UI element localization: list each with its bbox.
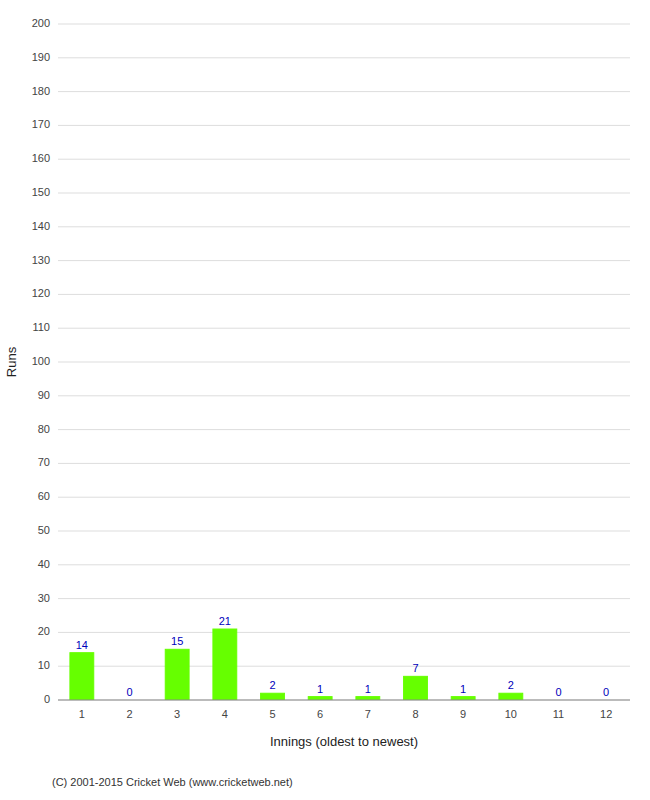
y-axis-label: Runs (4, 346, 19, 377)
grid-line (58, 226, 630, 227)
grid-line (58, 463, 630, 464)
data-label: 21 (219, 615, 231, 627)
data-label: 2 (269, 679, 275, 691)
bar (261, 693, 285, 700)
y-tick-label: 40 (38, 558, 50, 570)
grid-line (58, 700, 630, 701)
data-label: 0 (126, 686, 132, 698)
x-tick-label: 9 (460, 708, 466, 720)
y-tick-label: 190 (32, 51, 50, 63)
y-tick-label: 180 (32, 85, 50, 97)
grid-line (58, 328, 630, 329)
bar (451, 697, 475, 700)
grid-line (58, 564, 630, 565)
y-tick-label: 170 (32, 118, 50, 130)
grid-line (58, 24, 630, 25)
grid-line (58, 91, 630, 92)
footer: (C) 2001-2015 Cricket Web (www.cricketwe… (52, 776, 293, 788)
grid-line (58, 598, 630, 599)
data-label: 1 (317, 683, 323, 695)
y-tick-label: 20 (38, 625, 50, 637)
data-label: 14 (76, 639, 88, 651)
grid-line (58, 632, 630, 633)
bar (404, 676, 428, 700)
grid-line (58, 193, 630, 194)
y-tick-label: 150 (32, 186, 50, 198)
x-tick-label: 10 (505, 708, 517, 720)
grid-line (58, 159, 630, 160)
y-tick-label: 140 (32, 220, 50, 232)
data-label: 7 (412, 662, 418, 674)
data-label: 1 (460, 683, 466, 695)
x-tick-label: 12 (600, 708, 612, 720)
y-tick-label: 60 (38, 490, 50, 502)
y-tick-label: 110 (32, 321, 50, 333)
bars (70, 629, 523, 700)
grid-line (58, 429, 630, 430)
grid-line (58, 57, 630, 58)
y-tick-label: 70 (38, 456, 50, 468)
bar (499, 693, 523, 700)
x-axis-label: Innings (oldest to newest) (270, 734, 418, 749)
y-tick-label: 30 (38, 592, 50, 604)
grid-line (58, 260, 630, 261)
x-tick-label: 5 (269, 708, 275, 720)
x-tick-label: 8 (412, 708, 418, 720)
data-label: 0 (555, 686, 561, 698)
y-tick-label: 80 (38, 423, 50, 435)
grid-line (58, 531, 630, 532)
x-tick-label: 2 (126, 708, 132, 720)
grid-line (58, 395, 630, 396)
grid-line (58, 294, 630, 295)
y-tick-label: 120 (32, 287, 50, 299)
y-tick-label: 0 (44, 693, 50, 705)
grid-line (58, 125, 630, 126)
x-axis-line (58, 700, 630, 701)
x-tick-label: 3 (174, 708, 180, 720)
grid (58, 24, 630, 700)
y-tick-label: 130 (32, 254, 50, 266)
y-tick-label: 10 (38, 659, 50, 671)
grid-line (58, 497, 630, 498)
data-label: 2 (508, 679, 514, 691)
x-tick-label: 11 (553, 708, 564, 720)
bar (308, 697, 332, 700)
x-tick-label: 1 (79, 708, 85, 720)
grid-line (58, 666, 630, 667)
y-tick-label: 160 (32, 152, 50, 164)
chart: 0102030405060708090100110120130140150160… (0, 0, 650, 800)
y-tick-label: 200 (32, 17, 50, 29)
y-tick-label: 50 (38, 524, 50, 536)
bar (213, 629, 237, 700)
data-label: 1 (365, 683, 371, 695)
data-label: 0 (603, 686, 609, 698)
x-tick-label: 7 (365, 708, 371, 720)
bar (70, 653, 94, 700)
bar (356, 697, 380, 700)
y-tick-label: 100 (32, 355, 50, 367)
data-label: 15 (171, 635, 183, 647)
y-tick-label: 90 (38, 389, 50, 401)
x-tick-label: 6 (317, 708, 323, 720)
bar (165, 649, 189, 700)
grid-line (58, 362, 630, 363)
x-tick-label: 4 (222, 708, 228, 720)
